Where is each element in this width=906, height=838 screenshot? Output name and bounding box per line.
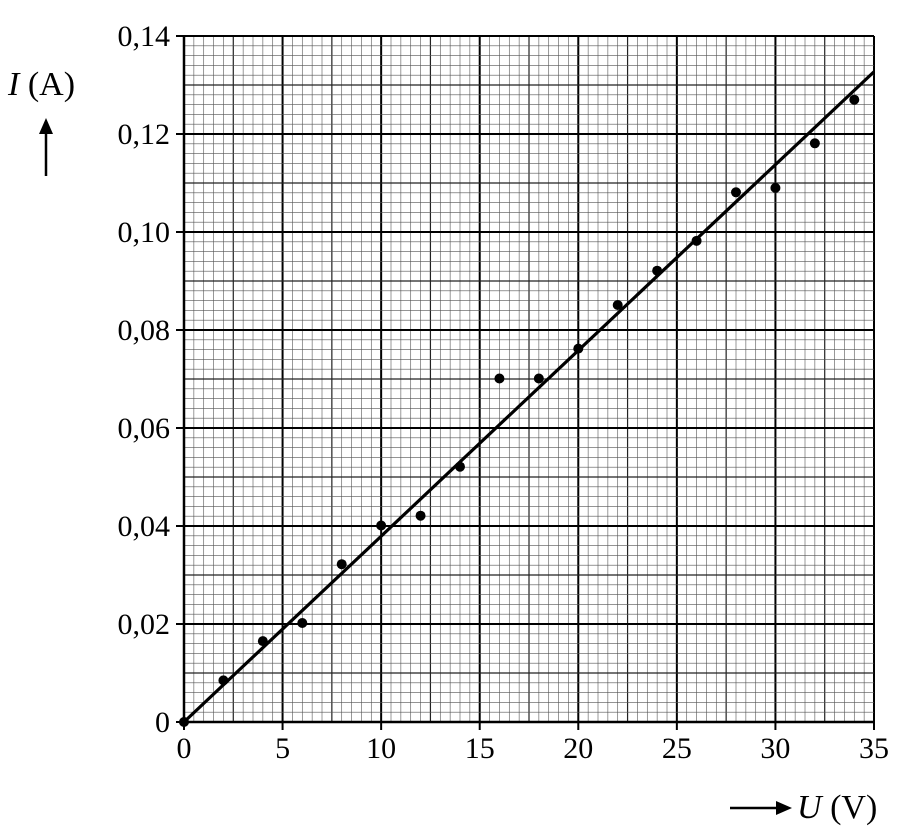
data-point (179, 717, 189, 727)
data-point (573, 343, 584, 354)
data-point (612, 300, 623, 311)
x-axis-arrow-icon (730, 801, 792, 815)
x-tick-label: 30 (760, 732, 790, 765)
data-point (652, 265, 663, 276)
x-axis-unit: (V) (822, 789, 878, 826)
x-axis-label: U (V) (797, 789, 877, 826)
data-point (455, 461, 465, 472)
y-tick-label: 0,06 (118, 412, 171, 445)
y-axis-label: I (A) (7, 66, 75, 103)
fit-line-group (182, 70, 876, 724)
y-tick-label: 0 (155, 706, 170, 739)
x-tick-label: 20 (563, 732, 593, 765)
y-tick-label: 0,14 (118, 20, 171, 53)
fit-line (182, 70, 876, 724)
data-point (376, 520, 387, 531)
y-tick-label: 0,12 (118, 118, 171, 151)
data-point (533, 373, 544, 384)
grid (183, 35, 875, 723)
data-point (415, 510, 426, 521)
y-tick-label: 0,08 (118, 314, 171, 347)
data-points (179, 94, 860, 727)
y-axis-variable: I (7, 66, 21, 103)
data-point (336, 559, 347, 570)
x-tick-label: 15 (465, 732, 495, 765)
data-point (770, 182, 781, 193)
data-point (849, 94, 860, 105)
y-tick-label: 0,02 (118, 608, 171, 641)
axes (182, 36, 874, 724)
x-tick-label: 10 (366, 732, 396, 765)
data-point (731, 187, 741, 198)
x-tick-label: 0 (177, 732, 192, 765)
x-tick-labels: 0 5 10 15 20 25 30 35 (177, 722, 889, 765)
data-point (218, 675, 229, 686)
x-tick-label: 5 (275, 732, 290, 765)
x-tick-label: 35 (859, 732, 889, 765)
x-tick-label: 25 (662, 732, 692, 765)
data-point (494, 373, 505, 384)
data-point (257, 636, 268, 647)
y-axis-unit: (A) (19, 66, 75, 103)
y-axis-arrow-icon (39, 118, 53, 176)
x-axis-variable: U (797, 789, 824, 826)
data-point (297, 618, 308, 629)
data-point (691, 235, 702, 246)
y-tick-label: 0,04 (118, 510, 171, 543)
y-tick-labels: 0 0,02 0,04 0,06 0,08 0,10 0,12 0,14 (118, 20, 184, 739)
y-tick-label: 0,10 (118, 216, 171, 249)
data-point (809, 138, 820, 149)
